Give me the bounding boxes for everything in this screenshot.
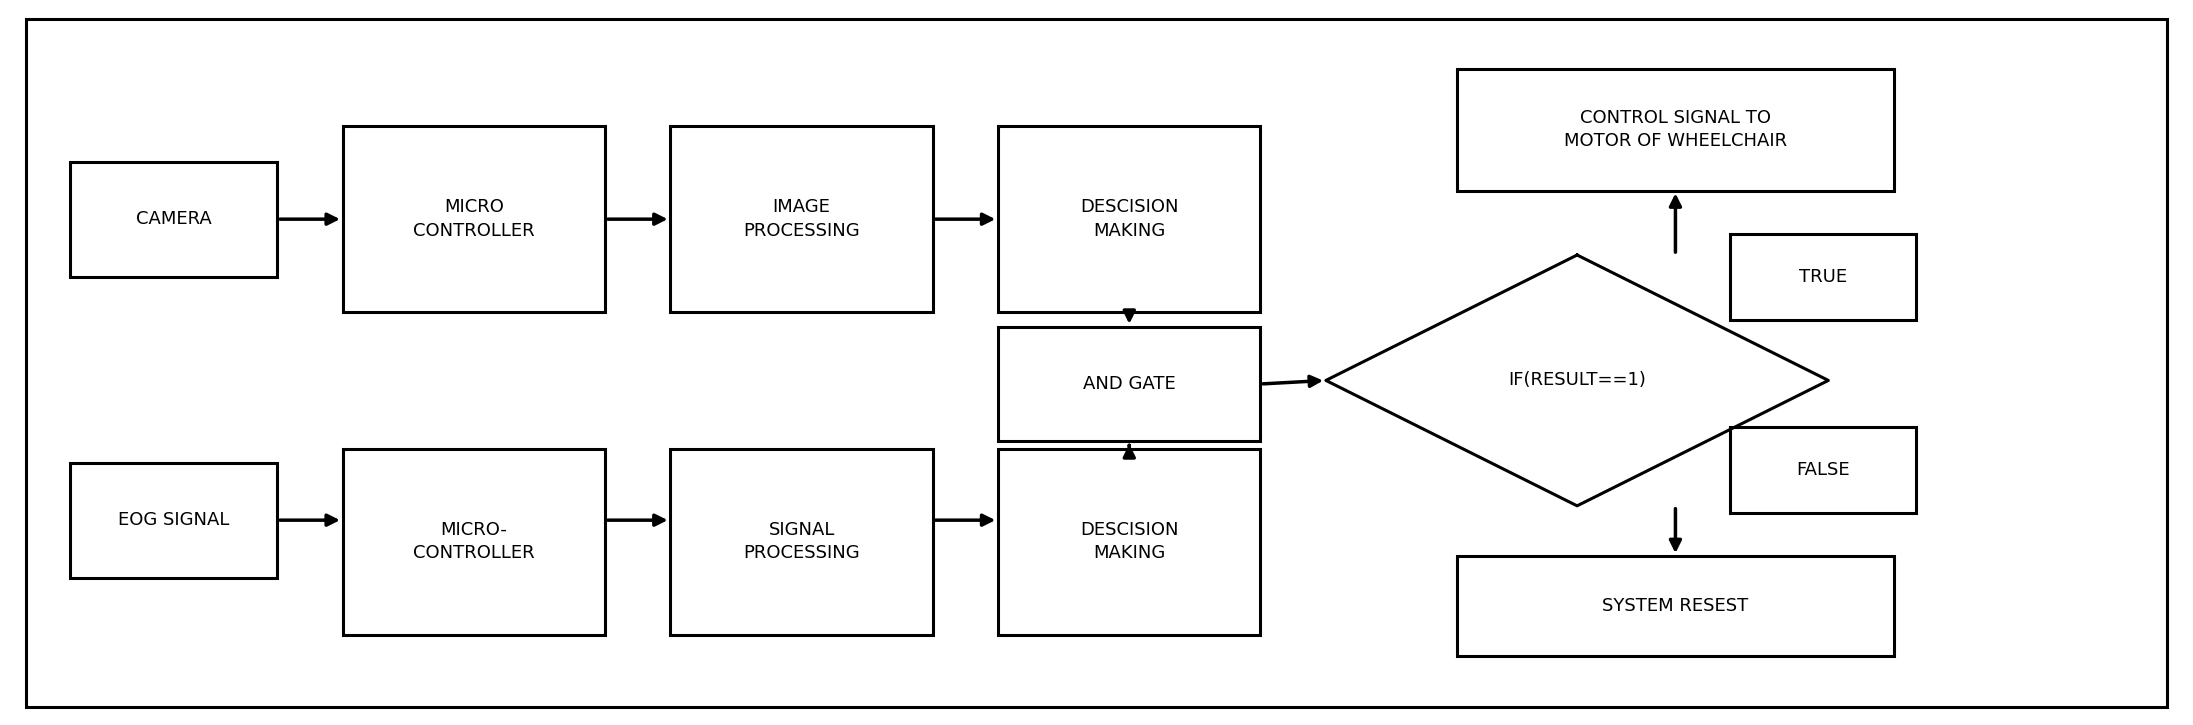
Text: SYSTEM RESEST: SYSTEM RESEST	[1603, 597, 1748, 616]
Text: CONTROL SIGNAL TO
MOTOR OF WHEELCHAIR: CONTROL SIGNAL TO MOTOR OF WHEELCHAIR	[1564, 109, 1787, 150]
Text: CAMERA: CAMERA	[136, 210, 211, 228]
Text: IMAGE
PROCESSING: IMAGE PROCESSING	[743, 199, 860, 240]
Bar	[70, 463, 276, 578]
Bar	[70, 162, 276, 276]
Bar	[1730, 233, 1917, 320]
Bar	[1730, 427, 1917, 513]
Bar	[342, 449, 605, 635]
Text: AND GATE: AND GATE	[1083, 375, 1175, 393]
Bar	[1456, 69, 1895, 191]
Text: DESCISION
MAKING: DESCISION MAKING	[1079, 199, 1178, 240]
Bar	[671, 449, 932, 635]
Bar	[342, 126, 605, 312]
Text: IF(RESULT==1): IF(RESULT==1)	[1509, 371, 1647, 389]
Bar	[998, 449, 1261, 635]
Text: DESCISION
MAKING: DESCISION MAKING	[1079, 521, 1178, 563]
Text: MICRO-
CONTROLLER: MICRO- CONTROLLER	[412, 521, 535, 563]
Text: MICRO
CONTROLLER: MICRO CONTROLLER	[412, 199, 535, 240]
Text: EOG SIGNAL: EOG SIGNAL	[118, 511, 228, 529]
Bar	[998, 327, 1261, 442]
Bar	[1456, 556, 1895, 656]
Polygon shape	[1327, 255, 1829, 506]
Text: SIGNAL
PROCESSING: SIGNAL PROCESSING	[743, 521, 860, 563]
Bar	[998, 126, 1261, 312]
Bar	[671, 126, 932, 312]
Text: TRUE: TRUE	[1798, 268, 1847, 286]
Text: FALSE: FALSE	[1796, 461, 1849, 479]
